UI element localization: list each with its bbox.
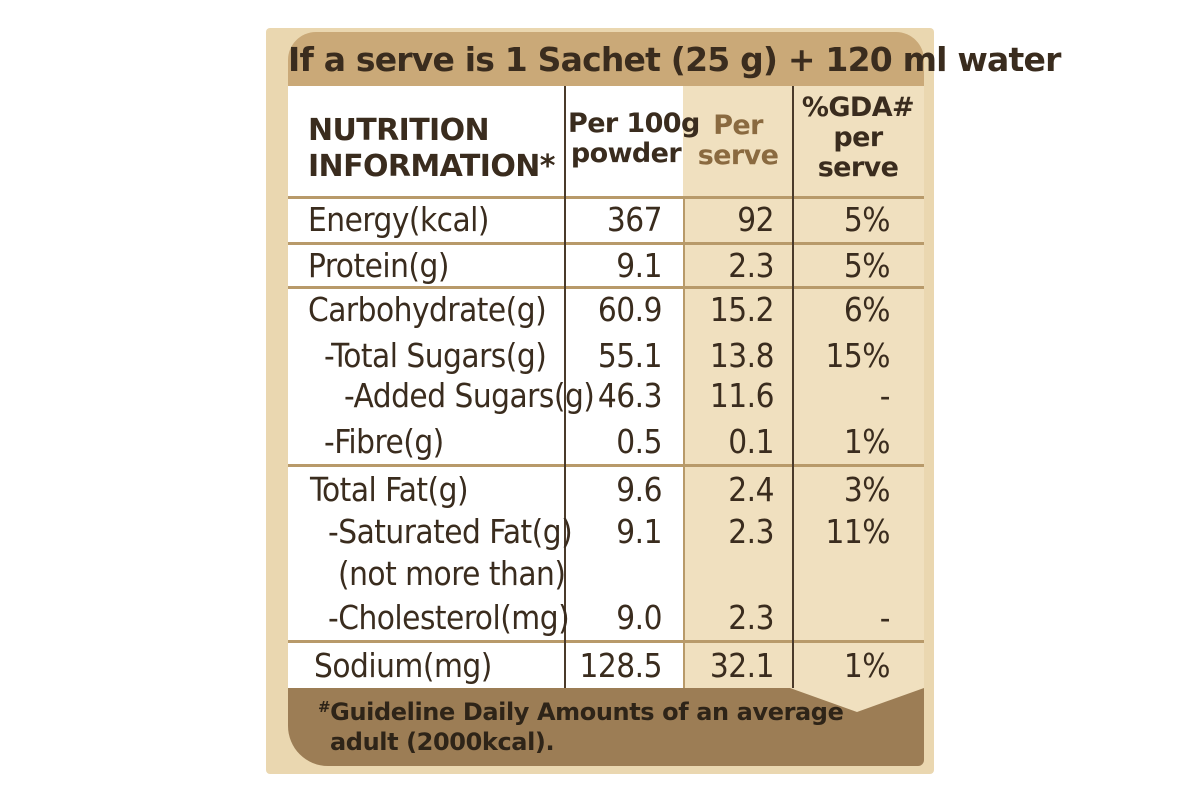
column-divider — [792, 86, 794, 688]
nutrition-info-heading-line2: INFORMATION* — [308, 149, 555, 184]
row-divider — [288, 464, 924, 467]
footnote-line1: #Guideline Daily Amounts of an average — [318, 692, 878, 727]
per-100g-value: 46.3 — [597, 376, 663, 415]
per-serve-value: 32.1 — [709, 646, 775, 685]
column-divider — [683, 196, 685, 688]
gda-heading-line1: %GDA# — [801, 92, 915, 123]
footnote-bar — [288, 688, 924, 766]
per-serve-value: 2.3 — [728, 598, 774, 637]
per-serve-value: 2.3 — [728, 512, 774, 551]
gda-heading-line2: per — [833, 122, 883, 153]
nutrient-label-note: (not more than) — [338, 554, 566, 593]
per-100g-value: 9.1 — [616, 512, 662, 551]
per-serve-value: 11.6 — [709, 376, 775, 415]
gda-value: 5% — [843, 246, 891, 285]
footnote-line2: adult (2000kcal). — [330, 728, 555, 756]
row-divider — [288, 242, 924, 245]
per-serve-value: 15.2 — [709, 290, 775, 329]
nutrient-label: Energy(kcal) — [308, 200, 490, 239]
nutrient-label: -Cholesterol(mg) — [328, 598, 570, 637]
footer-notch — [790, 688, 924, 712]
per-serve-value: 0.1 — [728, 422, 774, 461]
nutrient-label: Protein(g) — [308, 246, 449, 285]
footnote-mark: # — [318, 698, 331, 716]
nutrient-label: -Added Sugars(g) — [344, 376, 595, 415]
nutrient-label: Total Fat(g) — [310, 470, 469, 509]
nutrient-label: -Total Sugars(g) — [324, 336, 547, 375]
per-100g-value: 128.5 — [579, 646, 663, 685]
per-100g-value: 9.1 — [616, 246, 662, 285]
row-divider — [288, 286, 924, 289]
per-serve-value: 92 — [737, 200, 774, 239]
serve-columns-background — [683, 86, 924, 688]
label-column-background — [288, 86, 683, 688]
gda-heading-line3: serve — [817, 152, 899, 183]
per-100g-value: 60.9 — [597, 290, 663, 329]
gda-value: - — [879, 598, 891, 637]
column-divider — [564, 86, 566, 688]
gda-value: - — [879, 376, 891, 415]
per-serve-heading-line1: Per — [713, 110, 763, 141]
gda-footnote: #Guideline Daily Amounts of an average a… — [318, 692, 878, 757]
per-100g-value: 55.1 — [597, 336, 663, 375]
gda-value: 5% — [843, 200, 891, 239]
per-serve-value: 2.3 — [728, 246, 774, 285]
nutrition-table: NUTRITION INFORMATION* Per 100g powder P… — [288, 86, 924, 688]
per-100g-heading-line1: Per 100g — [568, 108, 700, 139]
row-divider — [288, 196, 924, 199]
per-serve-value: 2.4 — [728, 470, 774, 509]
nutrient-label: Sodium(mg) — [314, 646, 492, 685]
per-100g-value: 367 — [606, 200, 663, 239]
gda-value: 1% — [843, 646, 891, 685]
serve-size-line: If a serve is 1 Sachet (25 g) + 120 ml w… — [288, 40, 1061, 79]
per-100g-value: 0.5 — [616, 422, 662, 461]
gda-value: 3% — [843, 470, 891, 509]
nutrient-label: Carbohydrate(g) — [308, 290, 547, 329]
per-100g-value: 9.0 — [616, 598, 662, 637]
per-100g-value: 9.6 — [616, 470, 662, 509]
per-serve-heading-line2: serve — [697, 140, 779, 171]
row-divider — [288, 640, 924, 643]
per-serve-value: 13.8 — [709, 336, 775, 375]
gda-value: 6% — [843, 290, 891, 329]
footnote-text: Guideline Daily Amounts of an average — [330, 698, 844, 726]
serve-header-bar — [288, 32, 924, 88]
nutrition-info-heading-line1: NUTRITION — [308, 113, 490, 148]
nutrient-label: -Saturated Fat(g) — [328, 512, 573, 551]
per-100g-heading-line2: powder — [570, 138, 682, 169]
nutrient-label: -Fibre(g) — [324, 422, 444, 461]
gda-value: 1% — [843, 422, 891, 461]
gda-value: 11% — [825, 512, 891, 551]
gda-value: 15% — [825, 336, 891, 375]
